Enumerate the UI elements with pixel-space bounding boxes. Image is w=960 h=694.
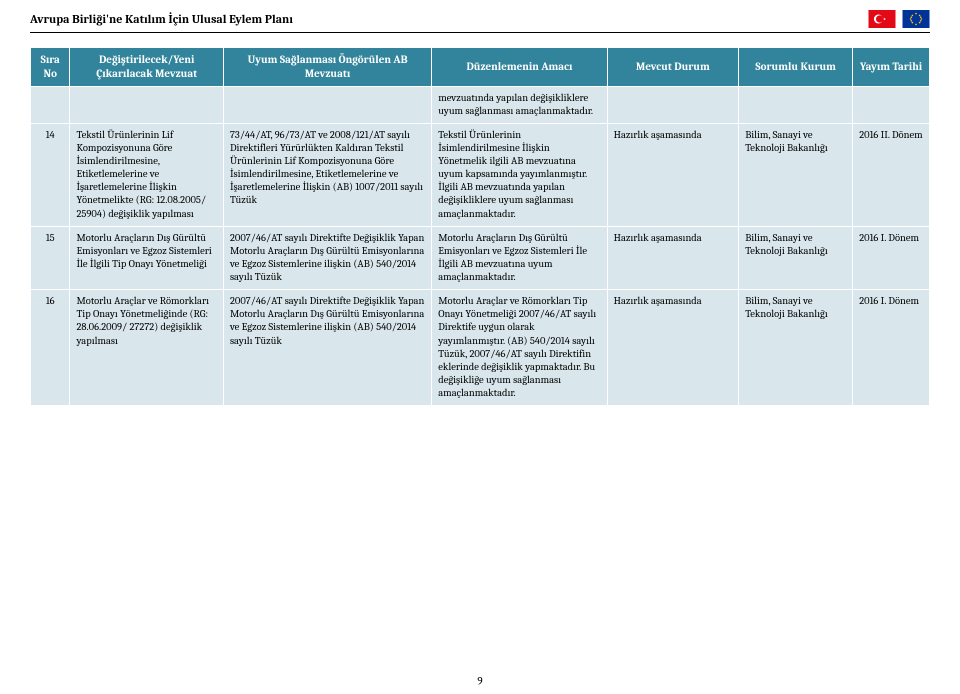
col-ab: Uyum Sağlanması Öngörülen AB Mevzuatı: [223, 48, 431, 87]
table-header: Sıra No Değiştirilecek/Yeni Çıkarılacak …: [31, 48, 930, 87]
doc-title: Avrupa Birliği'ne Katılım İçin Ulusal Ey…: [30, 12, 293, 26]
cell-empty: [607, 86, 739, 123]
cell-empty: [70, 86, 223, 123]
header-rule: [30, 32, 930, 33]
cell-empty: [223, 86, 431, 123]
cell-no: 14: [31, 123, 70, 226]
cell-mevzuat: Motorlu Araçlar ve Römorkları Tip Onayı …: [70, 290, 223, 406]
cell-kurum: Bilim, Sanayi ve Teknoloji Bakanlığı: [739, 290, 853, 406]
cell-ab: 73/44/AT, 96/73/AT ve 2008/121/AT sayılı…: [223, 123, 431, 226]
page-number: 9: [477, 675, 482, 688]
table-row: 14 Tekstil Ürünlerinin Lif Kompozisyonun…: [31, 123, 930, 226]
eu-flag-icon: [902, 10, 930, 28]
cell-ab: 2007/46/AT sayılı Direktifte Değişiklik …: [223, 290, 431, 406]
cell-mevzuat: Tekstil Ürünlerinin Lif Kompozisyonuna G…: [70, 123, 223, 226]
col-no: Sıra No: [31, 48, 70, 87]
cell-no: 15: [31, 226, 70, 290]
cell-durum: Hazırlık aşamasında: [607, 123, 739, 226]
cell-durum: Hazırlık aşamasında: [607, 290, 739, 406]
col-kurum: Sorumlu Kurum: [739, 48, 853, 87]
cell-tarih: 2016 I. Dönem: [853, 226, 930, 290]
cell-empty: [739, 86, 853, 123]
table-row-carryover: mevzuatında yapılan değişikliklere uyum …: [31, 86, 930, 123]
cell-amac: mevzuatında yapılan değişikliklere uyum …: [432, 86, 607, 123]
cell-tarih: 2016 I. Dönem: [853, 290, 930, 406]
page-header: Avrupa Birliği'ne Katılım İçin Ulusal Ey…: [30, 10, 930, 28]
cell-amac: Motorlu Araçların Dış Gürültü Emisyonlar…: [432, 226, 607, 290]
col-amac: Düzenlemenin Amacı: [432, 48, 607, 87]
col-mevzuat: Değiştirilecek/Yeni Çıkarılacak Mevzuat: [70, 48, 223, 87]
table-row: 15 Motorlu Araçların Dış Gürültü Emisyon…: [31, 226, 930, 290]
cell-tarih: 2016 II. Dönem: [853, 123, 930, 226]
cell-durum: Hazırlık aşamasında: [607, 226, 739, 290]
cell-ab: 2007/46/AT sayılı Direktifte Değişiklik …: [223, 226, 431, 290]
flags: [868, 10, 930, 28]
cell-empty: [31, 86, 70, 123]
cell-kurum: Bilim, Sanayi ve Teknoloji Bakanlığı: [739, 123, 853, 226]
cell-mevzuat: Motorlu Araçların Dış Gürültü Emisyonlar…: [70, 226, 223, 290]
cell-kurum: Bilim, Sanayi ve Teknoloji Bakanlığı: [739, 226, 853, 290]
col-tarih: Yayım Tarihi: [853, 48, 930, 87]
table-row: 16 Motorlu Araçlar ve Römorkları Tip Ona…: [31, 290, 930, 406]
cell-amac: Tekstil Ürünlerinin İsimlendirilmesine İ…: [432, 123, 607, 226]
col-durum: Mevcut Durum: [607, 48, 739, 87]
plan-table: Sıra No Değiştirilecek/Yeni Çıkarılacak …: [30, 47, 930, 406]
cell-empty: [853, 86, 930, 123]
turkey-flag-icon: [868, 10, 896, 28]
cell-amac: Motorlu Araçlar ve Römorkları Tip Onayı …: [432, 290, 607, 406]
cell-no: 16: [31, 290, 70, 406]
